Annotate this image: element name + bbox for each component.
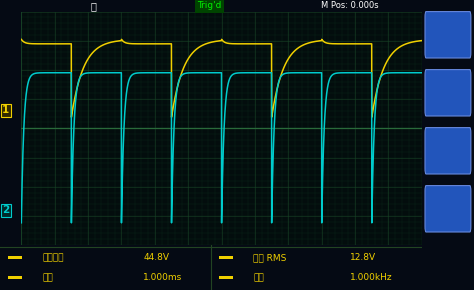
FancyBboxPatch shape [425,70,471,116]
Text: M Pos: 0.000s: M Pos: 0.000s [321,1,379,10]
Text: Trig'd: Trig'd [197,1,222,10]
Bar [219,256,233,259]
Text: 周期: 周期 [42,273,53,282]
FancyBboxPatch shape [425,128,471,174]
Text: 1.000ms: 1.000ms [144,273,182,282]
Text: 週期 RMS: 週期 RMS [253,253,286,262]
Text: 12.8V: 12.8V [350,253,376,262]
Bar [219,276,233,279]
FancyBboxPatch shape [425,12,471,58]
Text: 44.8V: 44.8V [144,253,169,262]
Text: 1: 1 [2,105,9,115]
Bar [9,276,22,279]
Bar [9,256,22,259]
Text: 頻率: 頻率 [253,273,264,282]
Text: 2: 2 [2,205,9,215]
Text: 1.000kHz: 1.000kHz [350,273,393,282]
Text: ⎍: ⎍ [91,1,96,11]
FancyBboxPatch shape [425,186,471,232]
Text: 峰對峰値: 峰對峰値 [42,253,64,262]
